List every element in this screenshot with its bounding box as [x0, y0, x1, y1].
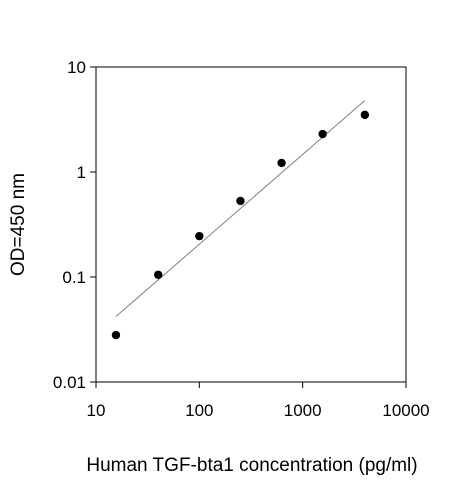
- y-axis-ticks: 10 1 0.1 0.01: [53, 58, 96, 392]
- x-axis-title: Human TGF-bta1 concentration (pg/ml): [86, 455, 417, 476]
- x-tick-label: 10000: [382, 401, 429, 420]
- y-tick-label: 0.01: [53, 373, 86, 392]
- y-axis-title: OD=450 nm: [8, 173, 29, 276]
- data-point: [318, 129, 327, 139]
- trendline: [115, 100, 366, 317]
- data-point: [195, 231, 204, 241]
- data-point: [277, 158, 286, 168]
- x-tick-label: 100: [185, 401, 213, 420]
- data-point: [360, 110, 370, 120]
- x-tick-label: 1000: [284, 401, 322, 420]
- x-axis-ticks: 10 100 1000 10000: [87, 382, 430, 420]
- plot-frame: [95, 66, 407, 383]
- data-point: [154, 270, 163, 279]
- data-points: [111, 110, 370, 340]
- y-tick-label: 10: [67, 58, 86, 77]
- y-tick-label: 0.1: [62, 268, 86, 287]
- plot-area-border: [95, 66, 407, 383]
- trendline-layer: [115, 100, 366, 317]
- data-point: [111, 330, 121, 340]
- y-tick-label: 1: [77, 163, 86, 182]
- data-point: [236, 196, 245, 206]
- x-tick-label: 10: [87, 401, 106, 420]
